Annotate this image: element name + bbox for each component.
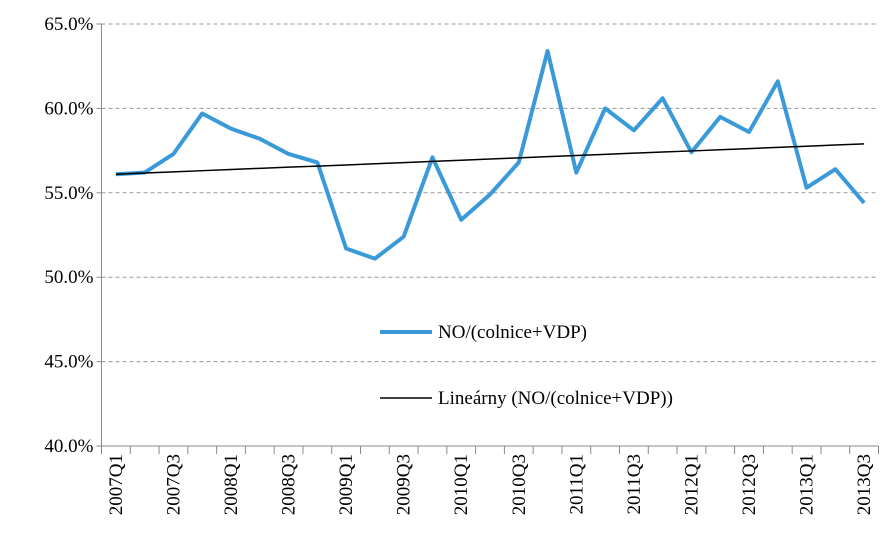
series-line <box>115 49 866 261</box>
y-tick-label: 65.0% <box>44 14 93 35</box>
legend-label: Lineárny (NO/(colnice+VDP)) <box>438 388 673 409</box>
x-tick-label: 2009Q3 <box>394 454 415 515</box>
x-tick-label: 2008Q3 <box>279 454 300 515</box>
x-tick-label: 2009Q1 <box>336 454 357 515</box>
x-tick-label: 2011Q3 <box>624 454 645 515</box>
y-tick-label: 55.0% <box>44 183 93 204</box>
x-tick-label: 2010Q3 <box>509 454 530 515</box>
x-tick-label: 2012Q1 <box>681 454 702 515</box>
x-tick-label: 2013Q3 <box>854 454 875 515</box>
y-tick-label: 40.0% <box>44 436 93 457</box>
x-tick-label: 2010Q1 <box>451 454 472 515</box>
x-tick-label: 2013Q1 <box>797 454 818 515</box>
y-tick-label: 60.0% <box>44 98 93 119</box>
x-tick-label: 2012Q3 <box>739 454 760 515</box>
y-tick-label: 50.0% <box>44 267 93 288</box>
x-tick-label: 2007Q1 <box>106 454 127 515</box>
series-line <box>115 143 865 175</box>
legend-label: NO/(colnice+VDP) <box>438 322 587 343</box>
x-tick-label: 2008Q1 <box>221 454 242 515</box>
y-tick-label: 45.0% <box>44 352 93 373</box>
x-tick-label: 2011Q1 <box>566 454 587 515</box>
x-tick-label: 2007Q3 <box>163 454 184 515</box>
